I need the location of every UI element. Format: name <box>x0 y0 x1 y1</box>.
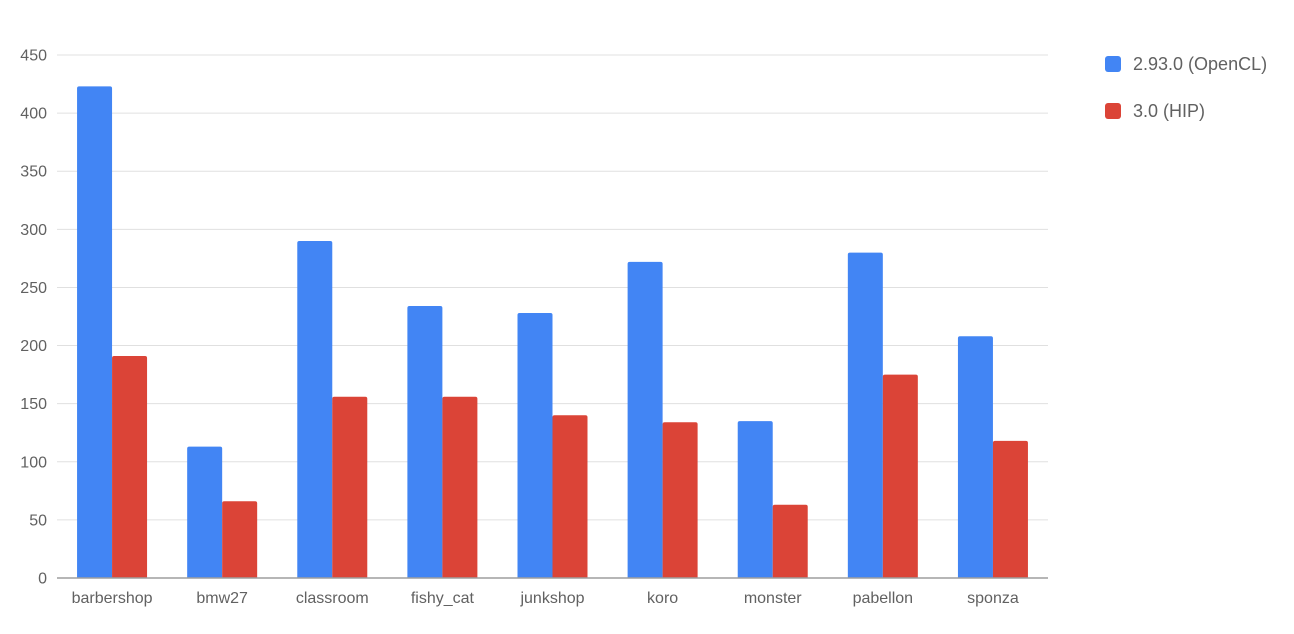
x-tick-label: junkshop <box>519 590 584 607</box>
bar-pabellon-series-1 <box>847 252 883 579</box>
legend: 2.93.0 (OpenCL) 3.0 (HIP) <box>1105 54 1267 121</box>
y-tick-label: 0 <box>38 571 47 588</box>
bar-monster-series-2 <box>772 504 808 578</box>
bar-bmw27-series-1 <box>187 446 223 578</box>
y-tick-label: 100 <box>20 454 47 471</box>
y-tick-label: 50 <box>29 512 47 529</box>
legend-swatch <box>1105 56 1121 72</box>
bar-monster-series-1 <box>737 421 773 578</box>
bar-pabellon-series-2 <box>882 374 918 578</box>
bar-barbershop-series-1 <box>77 86 113 578</box>
x-tick-label: pabellon <box>853 590 914 607</box>
x-tick-label: monster <box>744 590 802 607</box>
bar-classroom-series-2 <box>332 396 368 578</box>
legend-swatch <box>1105 103 1121 119</box>
bar-junkshop-series-2 <box>552 415 588 578</box>
bar-barbershop-series-2 <box>112 356 148 578</box>
x-tick-label: fishy_cat <box>411 590 475 607</box>
x-tick-label: barbershop <box>72 590 153 607</box>
bars <box>77 86 1028 579</box>
y-tick-label: 150 <box>20 396 47 413</box>
bar-junkshop-series-1 <box>517 313 553 578</box>
bar-classroom-series-1 <box>297 240 333 578</box>
x-axis-tick-labels: barbershop bmw27 classroom fishy_cat junksho… <box>72 590 1019 607</box>
y-tick-label: 450 <box>20 48 47 65</box>
x-tick-label: bmw27 <box>196 590 248 607</box>
x-tick-label: koro <box>647 590 678 607</box>
x-tick-label: sponza <box>967 590 1019 607</box>
y-axis-tick-labels: 0 50 100 150 200 250 300 350 400 450 <box>20 48 47 588</box>
y-tick-label: 200 <box>20 338 47 355</box>
y-tick-label: 250 <box>20 280 47 297</box>
bar-bmw27-series-2 <box>222 501 258 578</box>
x-tick-label: classroom <box>296 590 369 607</box>
bar-koro-series-2 <box>662 422 698 578</box>
legend-label: 3.0 (HIP) <box>1133 101 1205 121</box>
legend-label: 2.93.0 (OpenCL) <box>1133 54 1267 74</box>
y-tick-label: 350 <box>20 164 47 181</box>
bar-fishy_cat-series-2 <box>442 396 478 578</box>
bar-sponza-series-1 <box>957 336 993 578</box>
bar-fishy_cat-series-1 <box>407 306 443 578</box>
bar-sponza-series-2 <box>992 440 1028 578</box>
y-tick-label: 400 <box>20 106 47 123</box>
bar-koro-series-1 <box>627 261 663 578</box>
y-tick-label: 300 <box>20 222 47 239</box>
